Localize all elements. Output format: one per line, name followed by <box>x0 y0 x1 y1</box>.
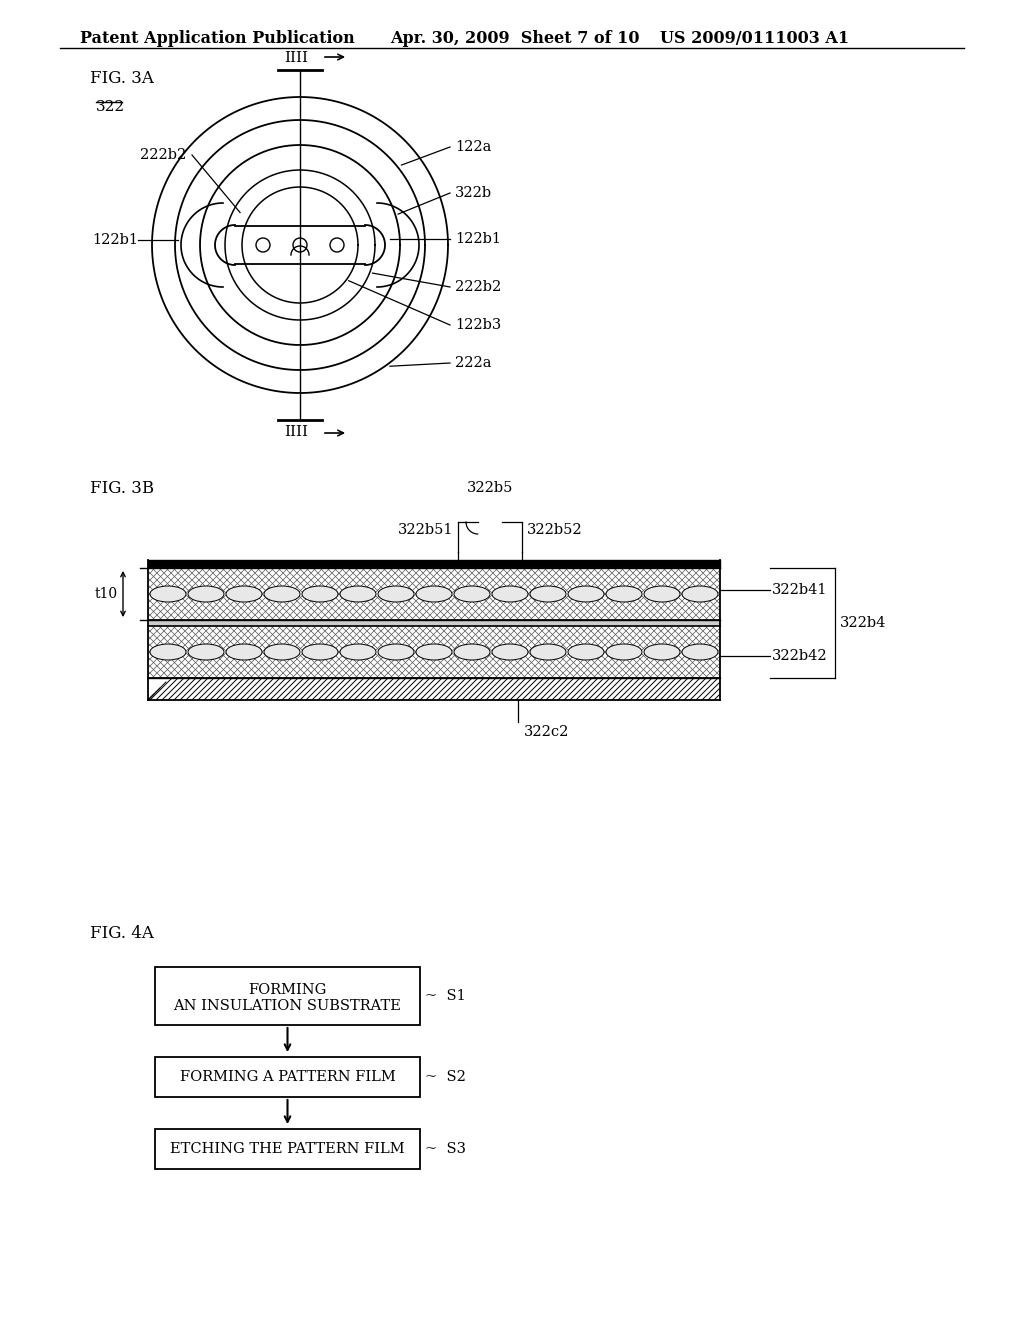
Ellipse shape <box>340 586 376 602</box>
Ellipse shape <box>644 586 680 602</box>
Text: ~  S3: ~ S3 <box>425 1142 466 1156</box>
Text: AN INSULATION SUBSTRATE: AN INSULATION SUBSTRATE <box>173 999 401 1012</box>
Ellipse shape <box>378 644 414 660</box>
Text: ~  S1: ~ S1 <box>425 989 466 1003</box>
Text: 222a: 222a <box>455 356 492 370</box>
Ellipse shape <box>226 586 262 602</box>
Text: IIII: IIII <box>284 51 308 65</box>
Text: FORMING A PATTERN FILM: FORMING A PATTERN FILM <box>179 1071 395 1084</box>
Text: 322b41: 322b41 <box>772 583 827 597</box>
Ellipse shape <box>378 586 414 602</box>
Text: FORMING: FORMING <box>248 983 327 997</box>
Text: 322b42: 322b42 <box>772 649 827 663</box>
Ellipse shape <box>264 586 300 602</box>
Bar <box>148 626 720 678</box>
Bar <box>155 1129 420 1170</box>
Ellipse shape <box>606 644 642 660</box>
Text: 222b2: 222b2 <box>140 148 186 162</box>
Ellipse shape <box>302 644 338 660</box>
Ellipse shape <box>568 644 604 660</box>
Text: Apr. 30, 2009  Sheet 7 of 10: Apr. 30, 2009 Sheet 7 of 10 <box>390 30 640 48</box>
Bar <box>155 1057 420 1097</box>
Text: 322b4: 322b4 <box>840 616 887 630</box>
Ellipse shape <box>340 644 376 660</box>
Ellipse shape <box>682 586 718 602</box>
Text: 322b51: 322b51 <box>397 523 453 537</box>
Ellipse shape <box>682 644 718 660</box>
Text: 122a: 122a <box>455 140 492 154</box>
Text: ETCHING THE PATTERN FILM: ETCHING THE PATTERN FILM <box>170 1142 404 1156</box>
Ellipse shape <box>150 586 186 602</box>
Text: 322b52: 322b52 <box>527 523 583 537</box>
Bar <box>148 568 720 620</box>
Ellipse shape <box>150 644 186 660</box>
Text: FIG. 3A: FIG. 3A <box>90 70 154 87</box>
Text: FIG. 3B: FIG. 3B <box>90 480 155 498</box>
Ellipse shape <box>416 586 452 602</box>
Text: 322b: 322b <box>455 186 493 201</box>
Ellipse shape <box>492 586 528 602</box>
Ellipse shape <box>606 586 642 602</box>
Text: Patent Application Publication: Patent Application Publication <box>80 30 354 48</box>
Text: 322c2: 322c2 <box>523 725 568 739</box>
Text: FIG. 4A: FIG. 4A <box>90 925 154 942</box>
Text: 322: 322 <box>96 100 125 114</box>
Bar <box>155 968 420 1026</box>
Ellipse shape <box>302 586 338 602</box>
Ellipse shape <box>568 586 604 602</box>
Ellipse shape <box>644 644 680 660</box>
Bar <box>148 678 720 700</box>
Ellipse shape <box>492 644 528 660</box>
Text: 122b1: 122b1 <box>455 232 501 246</box>
Ellipse shape <box>454 586 490 602</box>
Ellipse shape <box>264 644 300 660</box>
Ellipse shape <box>530 644 566 660</box>
Text: 122b3: 122b3 <box>455 318 502 333</box>
Ellipse shape <box>530 586 566 602</box>
Ellipse shape <box>454 644 490 660</box>
Text: US 2009/0111003 A1: US 2009/0111003 A1 <box>660 30 849 48</box>
Ellipse shape <box>226 644 262 660</box>
Text: 222b2: 222b2 <box>455 280 502 294</box>
Ellipse shape <box>188 644 224 660</box>
Text: t10: t10 <box>95 587 118 601</box>
Text: ~  S2: ~ S2 <box>425 1071 466 1084</box>
Ellipse shape <box>416 644 452 660</box>
Text: 322b5: 322b5 <box>467 480 513 495</box>
Ellipse shape <box>188 586 224 602</box>
Text: 122b1: 122b1 <box>92 234 138 247</box>
Text: IIII: IIII <box>284 425 308 440</box>
